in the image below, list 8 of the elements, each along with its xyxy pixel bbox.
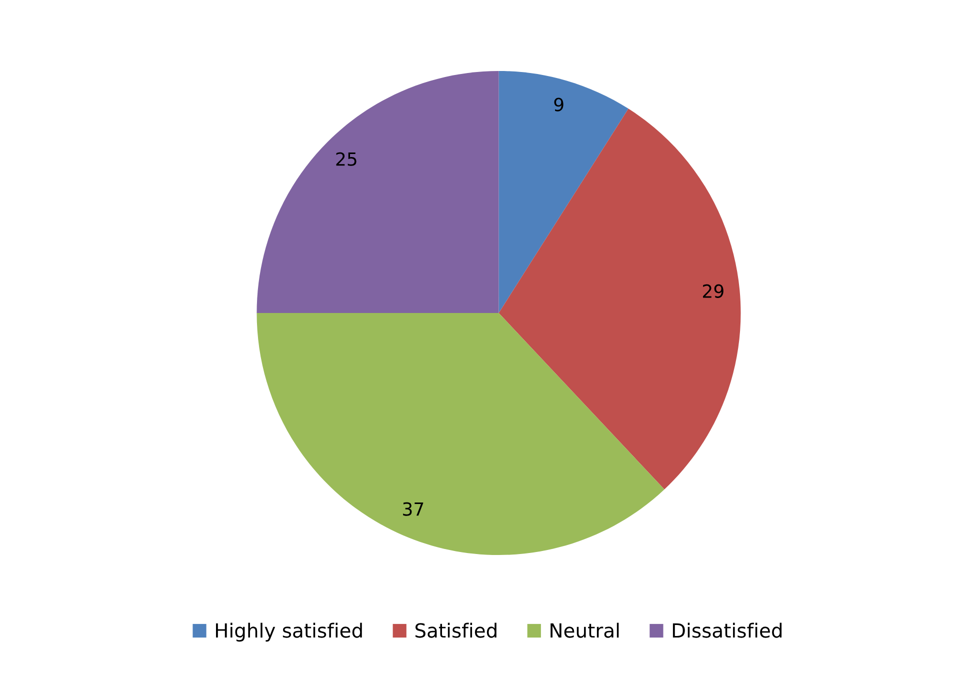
legend-label: Dissatisfied [672, 622, 782, 638]
data-label: 37 [403, 502, 424, 516]
legend-label: Satisfied [415, 622, 496, 638]
data-label: 29 [703, 284, 724, 298]
data-label: 9 [554, 98, 564, 112]
legend-label: Highly satisfied [216, 622, 362, 642]
data-label: 25 [336, 152, 356, 166]
legend-label: Neutral [550, 622, 619, 638]
